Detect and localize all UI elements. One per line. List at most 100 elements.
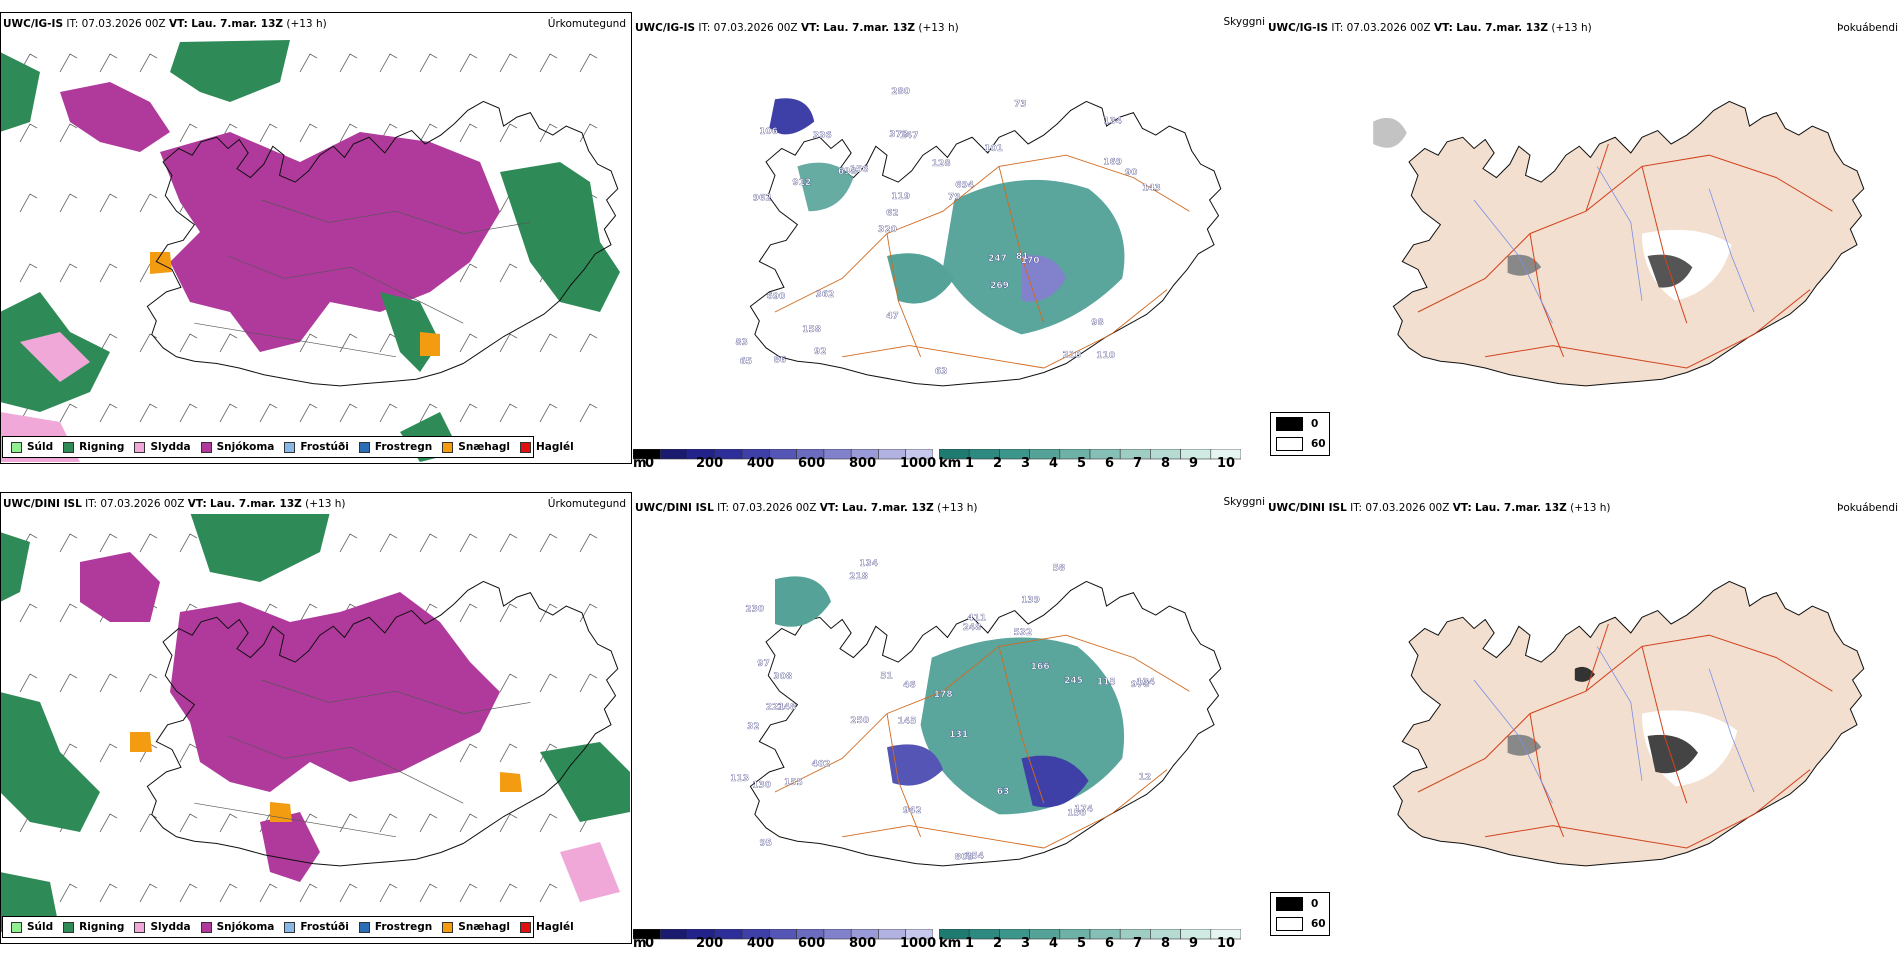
visibility-value-label: 178	[934, 690, 953, 700]
cloud-map	[1373, 100, 1865, 387]
tick-label: 10	[1217, 936, 1236, 951]
visibility-value-label: 170	[1021, 256, 1040, 266]
visibility-value-label: 230	[745, 604, 764, 614]
tick-label: 3	[1021, 456, 1031, 471]
visibility-value-label: 174	[1074, 804, 1093, 814]
swatch	[519, 441, 531, 453]
legend-item: Frostúði	[284, 441, 349, 453]
visibility-value-label: 362	[816, 290, 835, 300]
visibility-map: 134 139 978 145 131 248 230 532 32 248 178 95 218 250…	[730, 559, 1222, 867]
tick-label: 1000	[900, 456, 937, 471]
visibility-value-label: 378	[889, 130, 908, 140]
panel-title: Skyggni	[1223, 16, 1266, 28]
visibility-value-label: 119	[891, 192, 910, 202]
visibility-value-label: 134	[859, 559, 878, 569]
tick-label: 5	[1077, 456, 1087, 471]
visibility-value-label: 169	[1103, 158, 1122, 168]
visibility-value-label: 156	[850, 165, 869, 175]
visibility-value-label: 411	[967, 614, 986, 624]
visibility-value-label: 63	[997, 787, 1010, 797]
legend-item: Frostregn	[358, 441, 432, 453]
map-frame	[0, 12, 632, 464]
legend-item: Frostúði	[284, 921, 349, 933]
panel-title: Þokuábendi	[1837, 502, 1898, 514]
visibility-value-label: 145	[898, 716, 917, 726]
tick-label: 6	[1105, 936, 1115, 951]
visibility-value-label: 308	[773, 672, 792, 682]
legend-item: Haglél	[519, 921, 574, 933]
unit-m: m	[633, 936, 647, 951]
swatch	[358, 441, 370, 453]
tick-label: 800	[849, 456, 877, 471]
km-ticks: 1 2 3 4 5 6 7 8 9 10	[939, 936, 1241, 951]
colorbar-km-swatches	[938, 448, 1242, 460]
swatch	[442, 921, 454, 933]
m-ticks: 0 200 400 600 800 1000	[633, 936, 936, 951]
visibility-labels: 110 962 134 320 101 86 378 128 690 156 83 158 147 694…	[735, 87, 1161, 377]
visibility-value-label: 247	[988, 254, 1007, 264]
swatch	[11, 441, 22, 453]
tick-label: 600	[798, 936, 826, 951]
run-header: UWC/IG-IS IT: 07.03.2026 00Z VT: Lau. 7.…	[1268, 22, 1592, 34]
map-frame	[0, 492, 632, 944]
visibility-value-label: 95	[760, 839, 773, 849]
colorbar-km-swatches	[938, 928, 1242, 940]
swatch	[200, 441, 212, 453]
tick-label: 2	[993, 456, 1003, 471]
swatch	[358, 921, 370, 933]
panel-title: Úrkomutegund	[547, 18, 626, 30]
tick-label: 9	[1189, 936, 1199, 951]
visibility-value-label: 962	[753, 193, 772, 203]
visibility-value-label: 134	[1136, 677, 1155, 687]
visibility-value-label: 113	[730, 774, 749, 784]
legend-item: Frostregn	[358, 921, 432, 933]
visibility-value-label: 134	[1103, 117, 1122, 127]
swatch	[200, 921, 212, 933]
legend-item: 60	[1276, 917, 1326, 931]
colorbar-m-swatches	[632, 928, 934, 940]
tick-label: 1	[965, 936, 975, 951]
visibility-value-label: 63	[935, 367, 948, 377]
precip-areas	[1, 514, 630, 932]
visibility-value-label: 139	[1021, 596, 1040, 606]
model-name: UWC/DINI ISL	[3, 498, 82, 510]
visibility-value-label: 269	[990, 281, 1009, 291]
visibility-value-label: 62	[886, 209, 899, 219]
legend-item: Snjókoma	[200, 441, 274, 453]
swatch	[1276, 897, 1303, 911]
unit-m: m	[633, 456, 647, 471]
visibility-value-label: 690	[767, 292, 786, 302]
tick-label: 10	[1217, 456, 1236, 471]
visibility-value-label: 73	[1014, 100, 1027, 110]
swatch	[1276, 437, 1303, 451]
precip-type-map	[1, 514, 630, 932]
km-ticks: 1 2 3 4 5 6 7 8 9 10	[939, 456, 1241, 471]
tick-label: 5	[1077, 936, 1087, 951]
swatch	[284, 441, 296, 453]
tick-label: 600	[798, 456, 826, 471]
visibility-value-label: 248	[963, 623, 982, 633]
swatch	[134, 921, 146, 933]
visibility-value-label: 83	[735, 338, 748, 348]
visibility-value-label: 47	[886, 312, 899, 322]
tick-label: 6	[1105, 456, 1115, 471]
iceland-outline	[146, 580, 619, 867]
visibility-value-label: 86	[774, 356, 787, 366]
tick-label: 200	[696, 936, 724, 951]
tick-label: 7	[1133, 936, 1143, 951]
visibility-value-label: 101	[984, 144, 1003, 154]
visibility-value-label: 150	[1067, 808, 1086, 818]
swatch	[1276, 917, 1303, 931]
cloud-panel-row2: UWC/DINI ISL IT: 07.03.2026 00Z VT: Lau.…	[1266, 492, 1898, 958]
tick-label: 7	[1133, 456, 1143, 471]
visibility-map: 110 962 134 320 101 86 378 128 690 156 83 158 147 694…	[735, 87, 1222, 387]
legend-item: 60	[1276, 437, 1326, 451]
legend-item: Snæhagl	[442, 441, 510, 453]
swatch	[134, 441, 146, 453]
visibility-value-label: 58	[1053, 564, 1066, 574]
precip-type-map	[1, 40, 620, 462]
tick-label: 4	[1049, 936, 1059, 951]
tick-label: 0	[645, 456, 655, 471]
visibility-value-label: 46	[903, 681, 916, 691]
visibility-value-label: 128	[932, 159, 951, 169]
